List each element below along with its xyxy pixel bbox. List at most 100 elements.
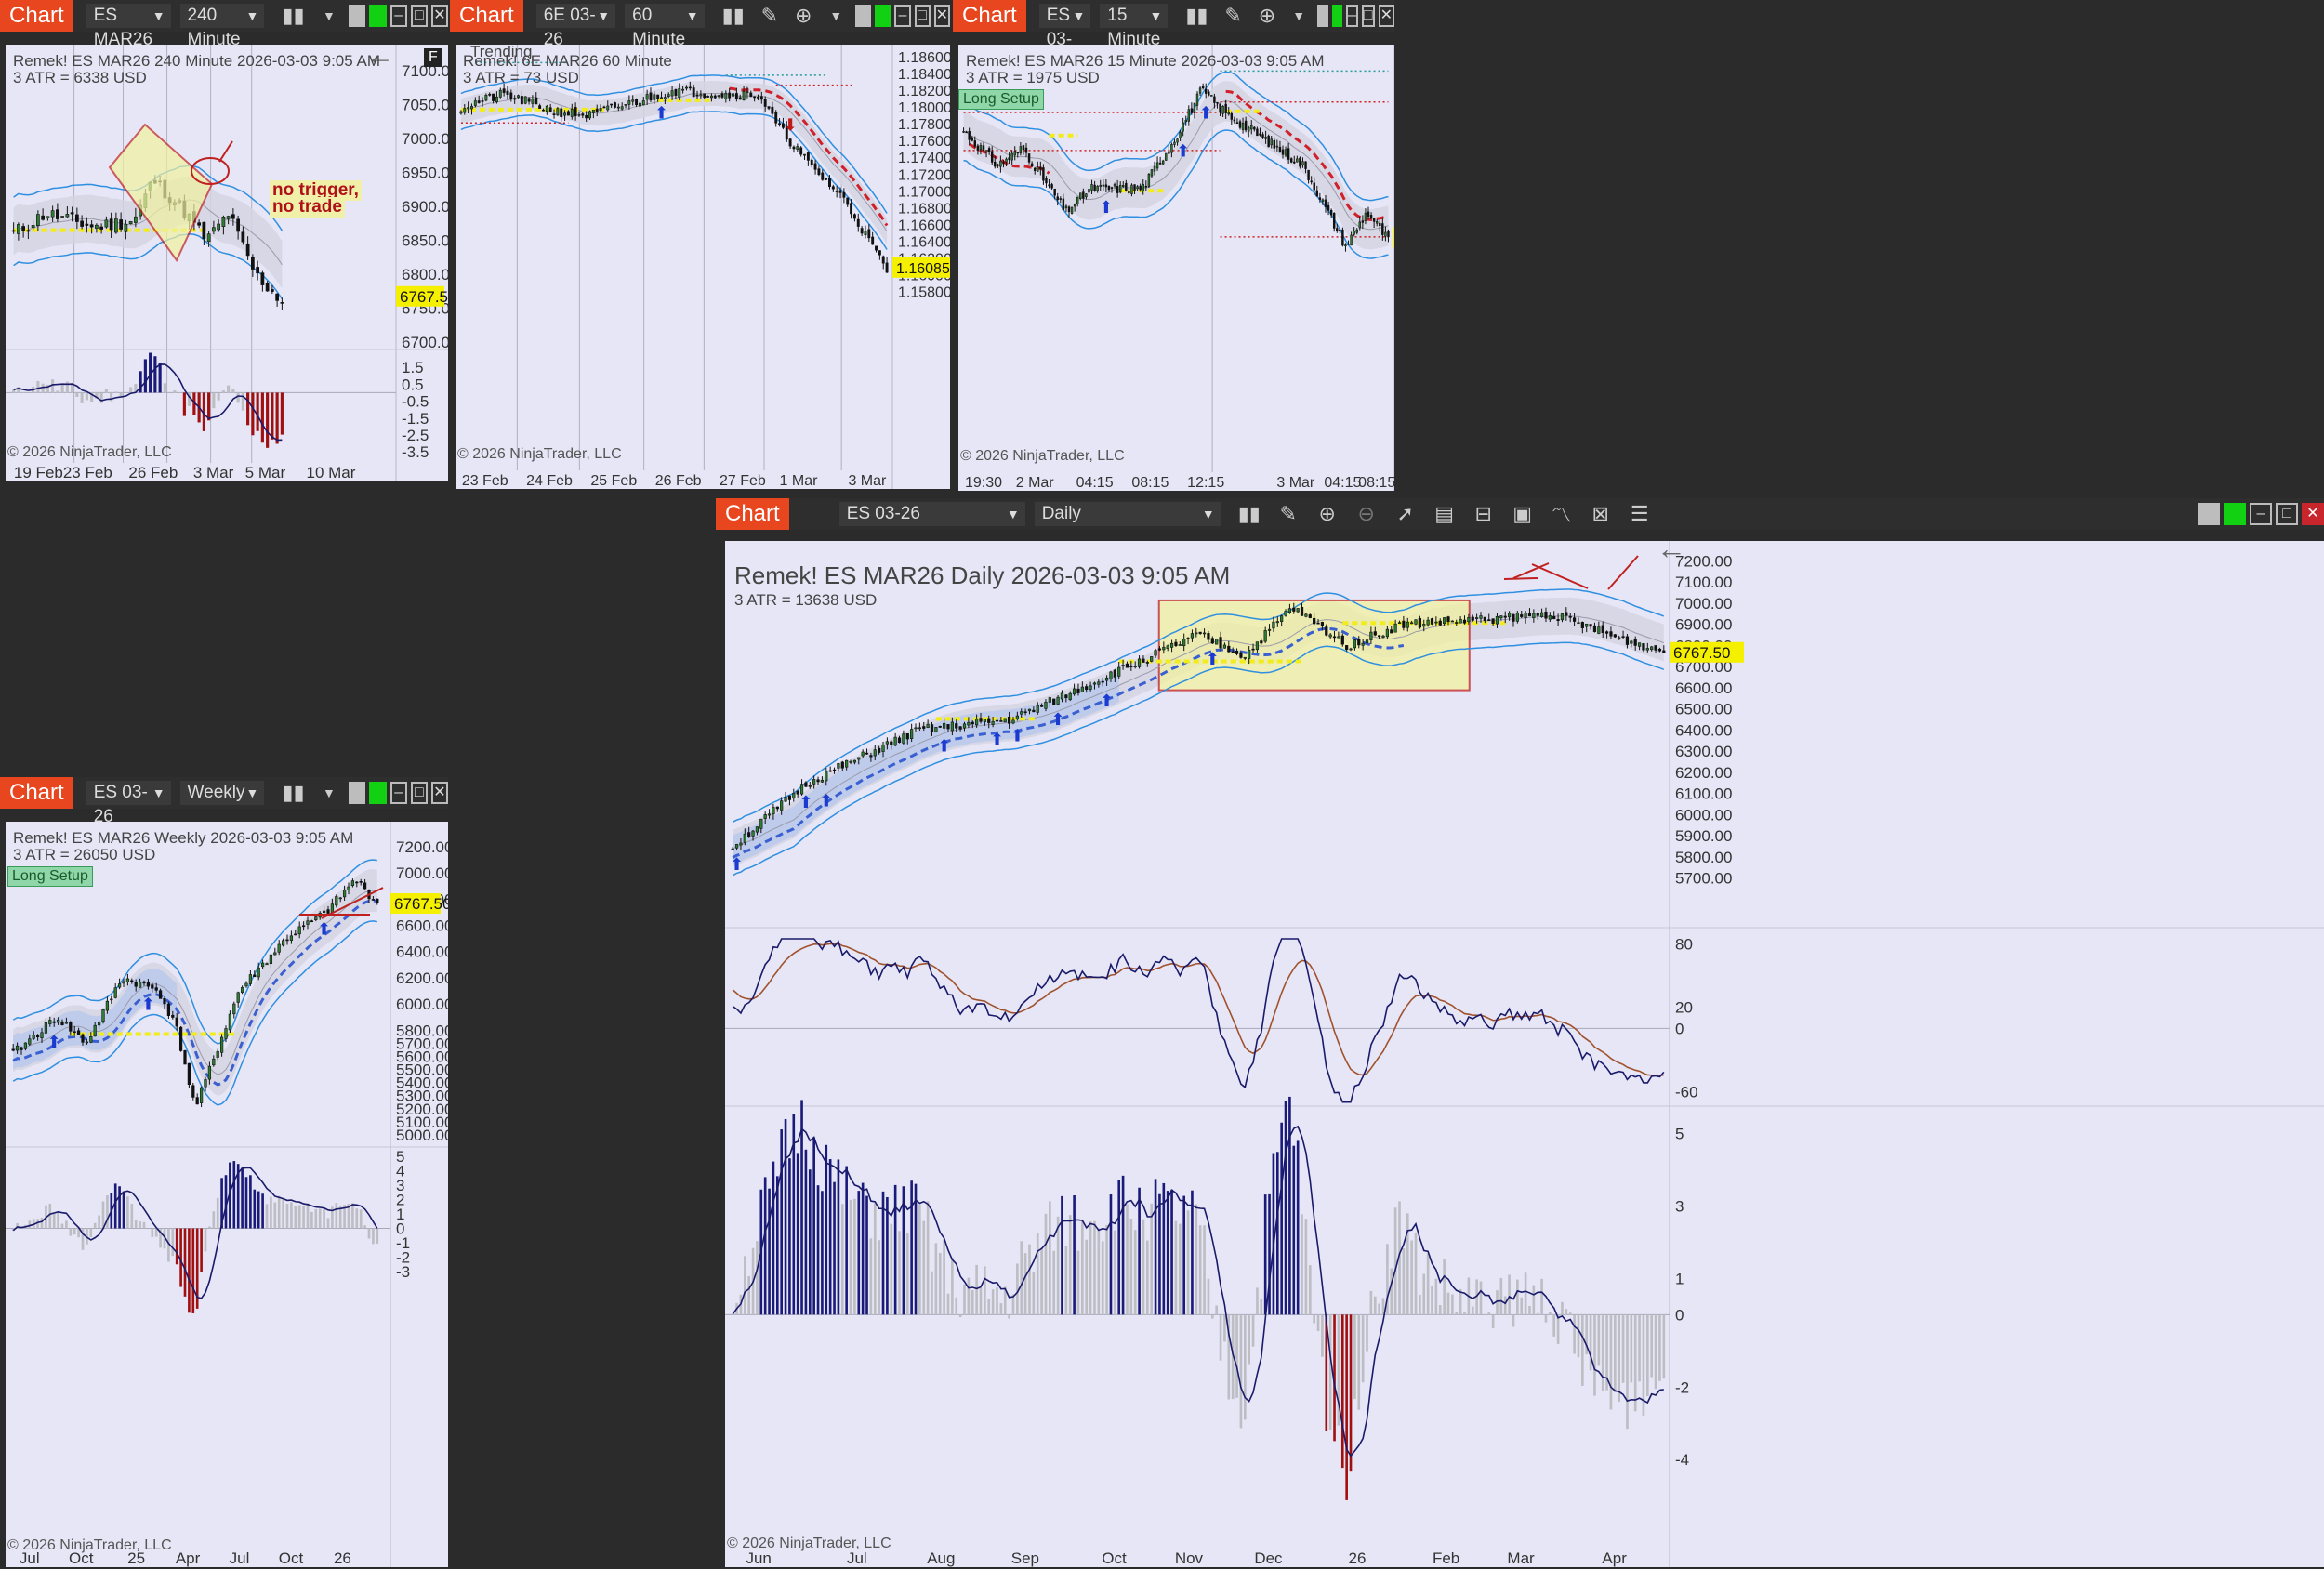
candle	[1048, 179, 1050, 189]
oscillator-bar	[812, 1137, 815, 1315]
candle	[987, 146, 991, 155]
draw-pencil-icon[interactable]: ✎	[760, 4, 779, 27]
chart-tab[interactable]: Chart	[716, 498, 789, 530]
oscillator-bar	[1203, 1225, 1206, 1315]
strategies-icon[interactable]: ⊠	[1591, 502, 1609, 525]
lower-band-line	[963, 129, 1389, 259]
price-tick-label: 6100.00	[1675, 785, 1732, 803]
minimize-button[interactable]: –	[390, 782, 407, 804]
zoom-in-icon[interactable]: ⊕	[1318, 502, 1336, 525]
candle	[728, 87, 732, 102]
chevron-down-icon[interactable]: ▼	[322, 785, 336, 800]
interval-selector[interactable]: 60 Minute ▼	[625, 4, 705, 49]
link-button[interactable]	[875, 5, 891, 27]
back-arrow-icon[interactable]: ←	[1657, 541, 1686, 565]
bar-style-icon[interactable]: ▮▮	[282, 4, 305, 27]
close-button[interactable]: ✕	[430, 782, 448, 804]
oscillator-bar	[1593, 1314, 1596, 1396]
color-button[interactable]	[2198, 503, 2220, 525]
instrument-selector[interactable]: ES 03-26▼	[838, 502, 1025, 526]
close-button[interactable]: ✕	[1378, 5, 1394, 27]
maximize-button[interactable]: □	[2276, 503, 2298, 525]
maximize-button[interactable]: □	[410, 5, 428, 27]
candle	[825, 178, 828, 181]
draw-pencil-icon[interactable]: ✎	[1224, 4, 1242, 27]
zoom-in-icon[interactable]: ⊕	[795, 4, 812, 27]
minimize-button[interactable]: –	[1346, 5, 1358, 27]
candle	[231, 208, 235, 226]
maximize-button[interactable]: □	[1361, 5, 1375, 27]
chevron-down-icon[interactable]: ▼	[829, 8, 843, 23]
chevron-down-icon[interactable]: ▼	[322, 8, 336, 23]
link-button[interactable]	[1331, 5, 1342, 27]
close-button[interactable]: ✕	[2302, 503, 2324, 525]
zoom-in-icon[interactable]: ⊕	[1258, 4, 1276, 27]
data-box-icon[interactable]: ▤	[1434, 502, 1455, 525]
oscillator-bar	[159, 1228, 162, 1248]
maximize-button[interactable]: □	[914, 5, 931, 27]
chart-tab[interactable]: Chart	[450, 0, 523, 32]
chart-tab[interactable]: Chart	[0, 777, 73, 809]
chart-plot[interactable]: ⬆⬆⬆7200.007000.006800.006600.006400.0062…	[6, 822, 448, 1567]
properties-icon[interactable]: ☰	[1630, 502, 1649, 525]
candle	[772, 803, 775, 820]
color-button[interactable]	[349, 5, 366, 27]
oscillator-bar	[784, 1119, 787, 1315]
chart-tab[interactable]: Chart	[0, 0, 73, 32]
price-tick-label: 1.17200	[898, 167, 950, 183]
interval-selector[interactable]: 15 Minute ▼	[1100, 4, 1169, 49]
oscillator-bar	[90, 392, 94, 402]
candle	[1013, 146, 1016, 161]
chart-plot[interactable]: 7100.007050.007000.006950.006900.006850.…	[6, 45, 448, 481]
close-button[interactable]: ✕	[933, 5, 951, 27]
bar-style-icon[interactable]: ▮▮	[282, 781, 305, 804]
zoom-out-icon[interactable]: ⊖	[1357, 502, 1375, 525]
oscillator-bar	[1601, 1314, 1604, 1391]
maximize-button[interactable]: □	[410, 782, 428, 804]
candle	[1275, 139, 1279, 152]
draw-pencil-icon[interactable]: ✎	[1279, 502, 1297, 525]
link-button[interactable]	[2224, 503, 2246, 525]
chart-tab[interactable]: Chart	[953, 0, 1026, 32]
bar-style-icon[interactable]: ▮▮	[1237, 502, 1261, 525]
oscillator-bar	[886, 1196, 889, 1315]
color-button[interactable]	[349, 782, 366, 804]
candle	[1113, 668, 1116, 682]
interval-selector[interactable]: Weekly ▼	[179, 781, 265, 805]
minimize-button[interactable]: –	[894, 5, 911, 27]
chart-plot[interactable]: ⬆⬆⬆6920.006900.006880.006860.006840.0068…	[958, 45, 1394, 491]
chevron-down-icon[interactable]: ▼	[1292, 8, 1306, 23]
instrument-selector[interactable]: ES 03-26▼	[1038, 4, 1091, 73]
minimize-button[interactable]: –	[390, 5, 407, 27]
back-arrow-icon[interactable]: ←	[366, 45, 394, 72]
candle	[792, 788, 796, 802]
oscillator-bar	[1390, 1268, 1393, 1315]
candle	[363, 878, 367, 890]
interval-selector[interactable]: 240 Minute ▼	[179, 4, 265, 49]
interval-selector[interactable]: Daily ▼	[1034, 502, 1221, 526]
color-button[interactable]	[855, 5, 872, 27]
oscillator-bar	[1459, 1288, 1462, 1315]
bar-style-icon[interactable]: ▮▮	[1185, 4, 1208, 27]
close-button[interactable]: ✕	[430, 5, 448, 27]
screenshot-icon[interactable]: ▣	[1512, 502, 1533, 525]
link-button[interactable]	[369, 782, 387, 804]
minimize-button[interactable]: –	[2250, 503, 2272, 525]
candle	[1307, 169, 1310, 184]
instrument-selector[interactable]: 6E 03-26 ▼	[535, 4, 616, 49]
oscillator-bar	[1109, 1194, 1113, 1315]
instrument-selector[interactable]: ES MAR26 ▼	[86, 4, 171, 49]
oscillator-bar	[241, 392, 244, 411]
templates-icon[interactable]: ⊟	[1474, 502, 1492, 525]
link-button[interactable]	[369, 5, 387, 27]
pointer-icon[interactable]: ➚	[1396, 502, 1414, 525]
candle	[1384, 226, 1387, 242]
chart-plot[interactable]: ⬆ ⬇ 1.18600 1.18400 1.18200 1.18000 1.17800 1.1…	[456, 45, 950, 489]
color-button[interactable]	[1317, 5, 1328, 27]
oscillator-bar	[780, 1129, 783, 1315]
bar-style-icon[interactable]: ▮▮	[721, 4, 745, 27]
chart-plot[interactable]: ⬆⬆⬆⬆⬆⬆⬆⬆⬆7200.007100.007000.006900.00680…	[725, 541, 2324, 1567]
instrument-selector[interactable]: ES 03-26▼	[86, 781, 171, 826]
indicators-icon[interactable]: 〽	[1551, 504, 1572, 527]
candle	[688, 81, 692, 91]
